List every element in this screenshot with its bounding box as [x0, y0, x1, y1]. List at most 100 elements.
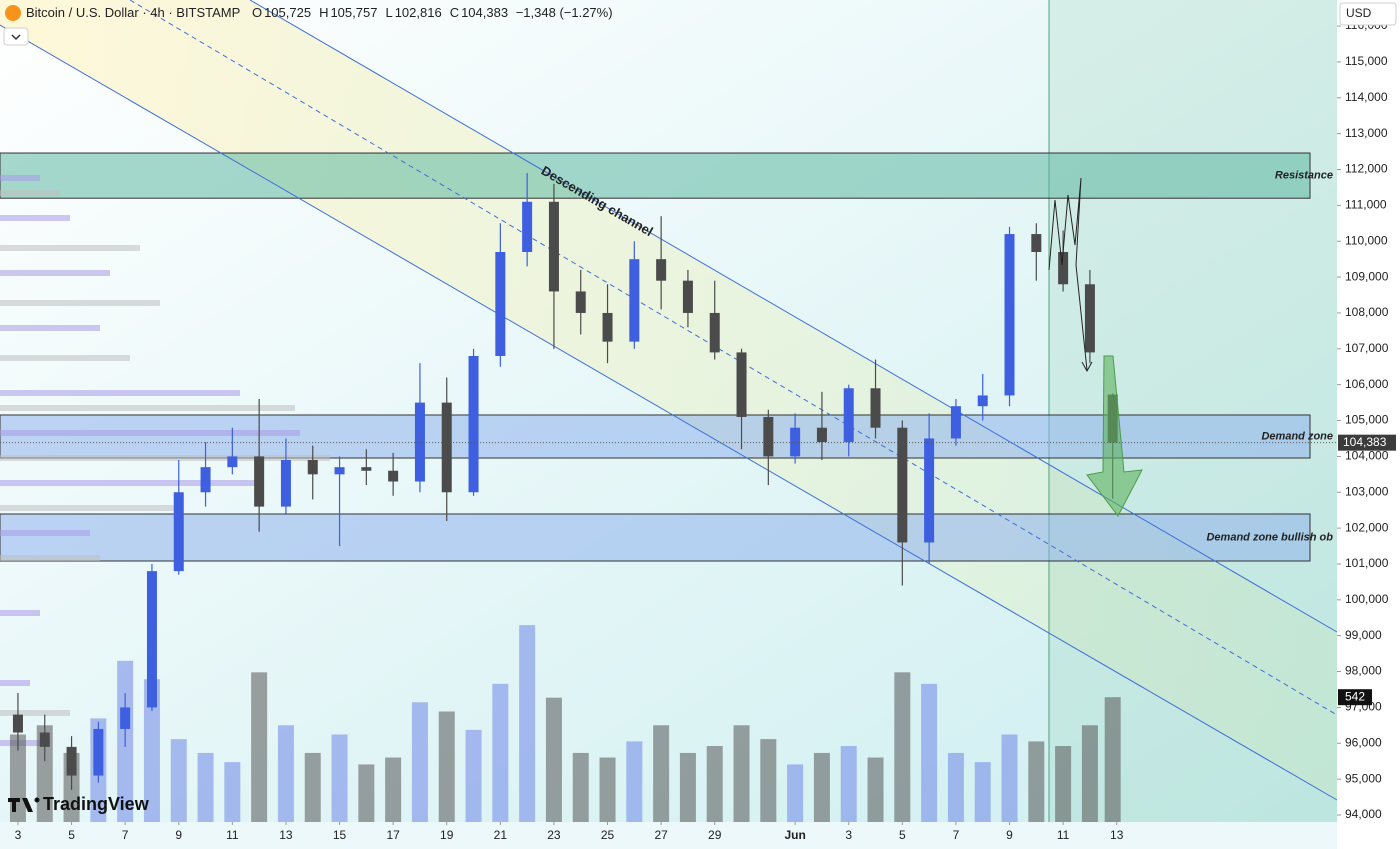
- projection-area: [1049, 0, 1337, 822]
- time-axis: [0, 822, 1337, 849]
- channel-upper: [249, 0, 1338, 633]
- candle-body: [388, 470, 399, 482]
- volume-bar: [277, 725, 294, 822]
- volume-profile: [0, 175, 330, 746]
- candle-body: [709, 312, 720, 353]
- volume-bar: [921, 683, 938, 822]
- candle-body: [763, 416, 774, 457]
- candle-body: [414, 402, 425, 482]
- currency-box[interactable]: [1339, 2, 1397, 26]
- candle-body: [548, 201, 559, 292]
- y-tick-label: 103,000: [1345, 484, 1389, 498]
- candle-body: [950, 406, 961, 439]
- logo: TradingView: [8, 794, 150, 814]
- volume-bar: [251, 672, 268, 822]
- symbol-icon: [5, 5, 21, 21]
- y-tick-label: 99,000: [1345, 628, 1382, 642]
- ohlc-value: 105,725: [264, 5, 312, 20]
- y-tick-label: 104,000: [1345, 449, 1389, 463]
- volume-bar: [1081, 725, 1098, 822]
- candle-body: [361, 467, 372, 471]
- volume-bar: [599, 757, 616, 822]
- y-tick-label: 102,000: [1345, 520, 1389, 534]
- axes: 94,00095,00096,00097,00098,00099,000100,…: [0, 18, 1396, 842]
- volume-bar: [974, 762, 991, 822]
- candle-body: [790, 427, 801, 457]
- x-tick-label: 13: [279, 828, 293, 842]
- candle-body: [441, 402, 452, 493]
- price-tag: [1338, 434, 1396, 451]
- x-tick-label: 7: [953, 828, 960, 842]
- candle-body: [120, 707, 131, 729]
- candle-body: [227, 456, 238, 468]
- volume-bar: [1028, 741, 1045, 822]
- y-tick-label: 106,000: [1345, 377, 1389, 391]
- volume: [9, 625, 1121, 822]
- candle-body: [1084, 284, 1095, 353]
- candle-body: [843, 388, 854, 443]
- volume-bar: [143, 679, 160, 822]
- y-tick-label: 111,000: [1345, 198, 1387, 212]
- y-tick-label: 115,000: [1345, 54, 1388, 68]
- x-tick-label: 7: [122, 828, 129, 842]
- volume-bar: [1001, 734, 1018, 822]
- ohlc-key: H: [319, 5, 329, 20]
- x-tick-label: 27: [654, 828, 668, 842]
- candle-body: [1058, 251, 1069, 285]
- y-tick-label: 112,000: [1345, 162, 1388, 176]
- y-tick-label: 101,000: [1345, 556, 1389, 570]
- x-tick-label: 29: [708, 828, 722, 842]
- volume-bar: [706, 746, 723, 822]
- y-tick-label: 113,000: [1345, 126, 1388, 140]
- x-tick-label: 19: [440, 828, 454, 842]
- currency[interactable]: USD: [1346, 6, 1372, 20]
- volume-bar: [492, 683, 509, 822]
- candle-body: [254, 456, 265, 507]
- x-tick-label: 11: [1057, 828, 1070, 842]
- channel-lower: [0, 24, 1338, 801]
- zone: [0, 513, 1311, 562]
- volume-bar: [626, 741, 643, 822]
- volume-bar: [867, 757, 884, 822]
- change: −1,348 (−1.27%): [515, 5, 613, 20]
- volume-bar: [653, 725, 670, 822]
- volume-bar: [733, 725, 750, 822]
- x-tick-label: 25: [601, 828, 615, 842]
- candle-body: [200, 467, 211, 493]
- candle-body: [307, 459, 318, 475]
- volume-bar: [304, 752, 321, 822]
- candle-body: [66, 746, 77, 776]
- y-tick-label: 108,000: [1345, 305, 1389, 319]
- x-tick-label: 5: [899, 828, 906, 842]
- x-tick-label: 15: [333, 828, 347, 842]
- candle-body: [682, 280, 693, 313]
- candle-body: [146, 571, 157, 708]
- logo-text: TradingView: [43, 794, 150, 814]
- candle-body: [816, 427, 827, 443]
- x-tick-label: 9: [1006, 828, 1013, 842]
- candle-body: [522, 201, 533, 252]
- collapse-button[interactable]: [3, 27, 29, 46]
- x-tick-label: 13: [1110, 828, 1124, 842]
- candle-body: [93, 728, 104, 776]
- collapse-icon[interactable]: [11, 34, 21, 41]
- ohlc-value: 104,383: [461, 5, 509, 20]
- volume-bar: [519, 625, 536, 822]
- ohlc-key: C: [449, 5, 460, 20]
- candle-body: [1004, 234, 1015, 396]
- ohlc: O 105,725 H 105,757 L 102,816 C 104,383: [246, 5, 510, 20]
- zone-label: Resistance: [1275, 170, 1333, 182]
- y-tick-label: 98,000: [1345, 664, 1382, 678]
- x-tick-label: 3: [15, 828, 22, 842]
- volume-bar: [1104, 697, 1121, 822]
- projection-path: [1048, 177, 1088, 371]
- candle-body: [870, 388, 881, 428]
- volume-bar: [358, 764, 375, 822]
- candle-body: [656, 259, 667, 281]
- volume-bar: [197, 752, 214, 822]
- volume-tag: [1338, 689, 1372, 706]
- x-tick-label: 9: [175, 828, 182, 842]
- volume-bar: [813, 752, 830, 822]
